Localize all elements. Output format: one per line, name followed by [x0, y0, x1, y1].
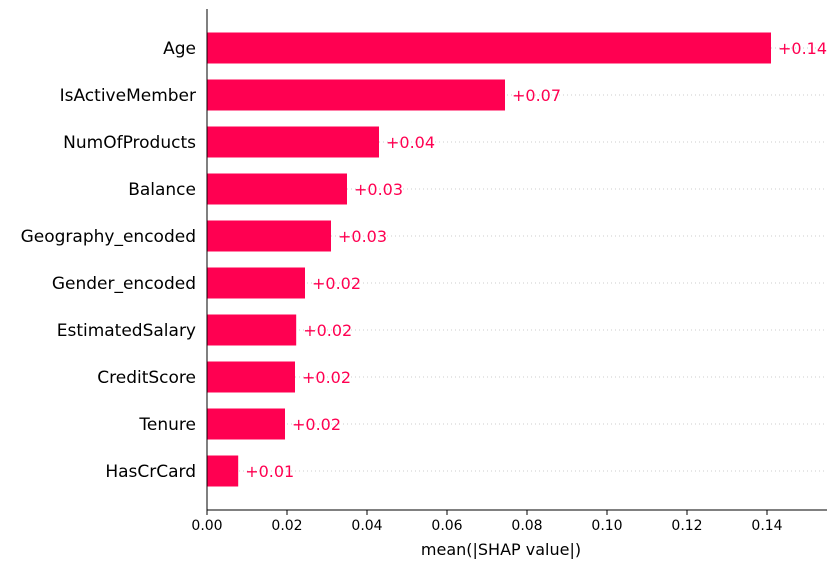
value-label: +0.03 [338, 227, 387, 246]
bar-tenure [207, 408, 285, 440]
feature-label: Tenure [138, 415, 196, 435]
x-tick-label: 0.02 [271, 518, 302, 534]
bar-creditscore [207, 361, 295, 393]
bar-hascrcard [207, 455, 239, 487]
feature-label: IsActiveMember [60, 86, 196, 106]
bar-age [207, 32, 771, 64]
feature-label: Balance [128, 180, 196, 200]
bar-numofproducts [207, 126, 379, 158]
bars [207, 32, 771, 487]
value-label: +0.02 [292, 415, 341, 434]
bar-balance [207, 173, 347, 205]
x-tick-label: 0.00 [191, 518, 222, 534]
value-label: +0.01 [245, 462, 294, 481]
bar-estimatedsalary [207, 314, 297, 346]
x-tick-label: 0.06 [431, 518, 462, 534]
x-tick-label: 0.12 [671, 518, 702, 534]
value-label: +0.14 [778, 39, 827, 58]
feature-labels: Age IsActiveMember NumOfProducts Balance Geo… [21, 39, 197, 482]
x-tick-label: 0.04 [351, 518, 382, 534]
bar-geography-encoded [207, 220, 331, 252]
x-tick-label: 0.14 [751, 518, 782, 534]
x-tick-label: 0.10 [591, 518, 622, 534]
value-label: +0.07 [512, 86, 561, 105]
value-label: +0.02 [312, 274, 361, 293]
feature-label: CreditScore [97, 368, 196, 388]
value-labels: +0.14 +0.07 +0.04 +0.03 +0.03 +0.02 +0.02 +0.02… [245, 39, 827, 481]
feature-label: NumOfProducts [63, 133, 196, 153]
feature-label: EstimatedSalary [57, 321, 196, 341]
value-label: +0.03 [354, 180, 403, 199]
bar-gender-encoded [207, 267, 305, 299]
grid-lines [207, 47, 827, 472]
feature-label: Geography_encoded [21, 227, 196, 247]
feature-label: HasCrCard [105, 462, 196, 482]
axes: 0.00 0.02 0.04 0.06 0.08 0.10 0.12 0.14 [191, 9, 827, 534]
x-tick-label: 0.08 [511, 518, 542, 534]
x-axis-title: mean(|SHAP value|) [421, 540, 581, 559]
bar-isactivemember [207, 79, 505, 111]
feature-label: Age [163, 39, 196, 59]
value-label: +0.02 [303, 321, 352, 340]
value-label: +0.04 [386, 133, 435, 152]
value-label: +0.02 [302, 368, 351, 387]
feature-label: Gender_encoded [52, 274, 196, 294]
